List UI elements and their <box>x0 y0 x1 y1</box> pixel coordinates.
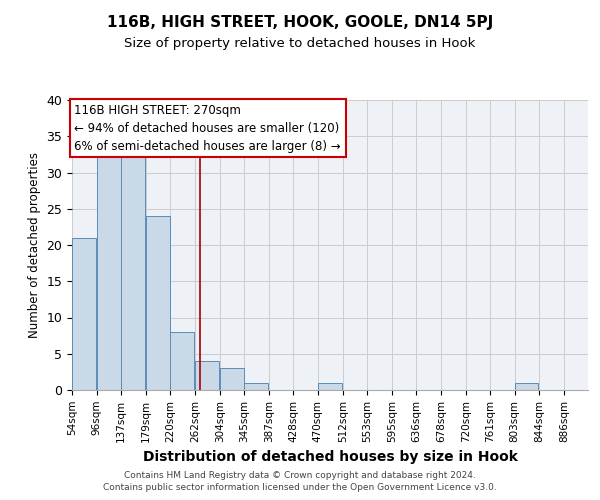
Bar <box>318 383 341 390</box>
Bar <box>515 383 538 390</box>
Bar <box>146 216 170 390</box>
Bar <box>244 383 268 390</box>
Text: 116B, HIGH STREET, HOOK, GOOLE, DN14 5PJ: 116B, HIGH STREET, HOOK, GOOLE, DN14 5PJ <box>107 15 493 30</box>
X-axis label: Distribution of detached houses by size in Hook: Distribution of detached houses by size … <box>143 450 517 464</box>
Y-axis label: Number of detached properties: Number of detached properties <box>28 152 41 338</box>
Text: Size of property relative to detached houses in Hook: Size of property relative to detached ho… <box>124 38 476 51</box>
Bar <box>72 238 96 390</box>
Text: 116B HIGH STREET: 270sqm
← 94% of detached houses are smaller (120)
6% of semi-d: 116B HIGH STREET: 270sqm ← 94% of detach… <box>74 104 341 152</box>
Bar <box>220 368 244 390</box>
Text: Contains public sector information licensed under the Open Government Licence v3: Contains public sector information licen… <box>103 484 497 492</box>
Bar <box>170 332 194 390</box>
Bar <box>121 151 145 390</box>
Text: Contains HM Land Registry data © Crown copyright and database right 2024.: Contains HM Land Registry data © Crown c… <box>124 471 476 480</box>
Bar <box>195 361 219 390</box>
Bar <box>97 151 121 390</box>
